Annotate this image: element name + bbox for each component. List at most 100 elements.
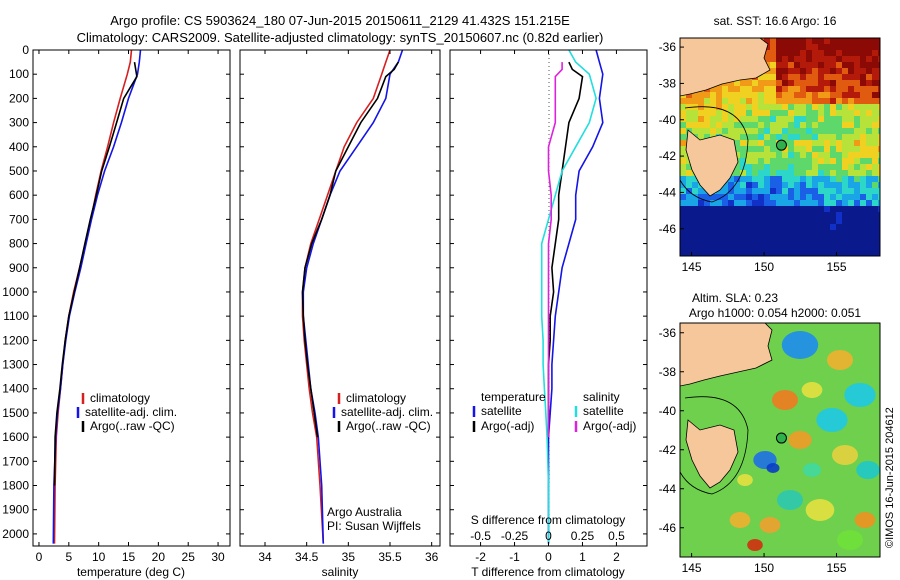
sst-cell xyxy=(836,194,842,200)
sst-cell xyxy=(734,128,740,134)
sst-cell xyxy=(716,98,722,104)
x-tick-label: 2 xyxy=(613,550,620,564)
sst-cell xyxy=(758,146,764,152)
sst-cell xyxy=(848,158,854,164)
sst-cell xyxy=(872,242,878,248)
sst-cell xyxy=(746,212,752,218)
sst-cell xyxy=(758,254,764,256)
sst-cell xyxy=(764,50,770,56)
sst-cell xyxy=(680,194,686,200)
sst-cell xyxy=(692,212,698,218)
sst-cell xyxy=(794,158,800,164)
sst-cell xyxy=(698,116,704,122)
sst-cell xyxy=(830,98,836,104)
sla-map-title-line1: Altim. SLA: 0.23 xyxy=(692,291,778,305)
sst-cell xyxy=(836,104,842,110)
sst-cell xyxy=(770,116,776,122)
sst-cell xyxy=(824,98,830,104)
sst-cell xyxy=(734,146,740,152)
sst-cell xyxy=(824,206,830,212)
sst-cell xyxy=(782,74,788,80)
sst-cell xyxy=(716,128,722,134)
sst-cell xyxy=(740,134,746,140)
map-x-tick-label: 155 xyxy=(827,561,847,575)
sst-cell xyxy=(764,152,770,158)
sst-cell xyxy=(794,164,800,170)
sst-cell xyxy=(806,170,812,176)
sst-cell xyxy=(800,236,806,242)
sst-cell xyxy=(824,224,830,230)
sst-cell xyxy=(842,116,848,122)
sst-cell xyxy=(800,182,806,188)
sst-cell xyxy=(776,230,782,236)
sst-cell xyxy=(806,68,812,74)
sst-cell xyxy=(878,98,880,104)
sst-cell xyxy=(788,140,794,146)
sst-cell xyxy=(866,98,872,104)
sst-cell xyxy=(782,182,788,188)
sst-cell xyxy=(704,212,710,218)
sst-cell xyxy=(692,188,698,194)
sst-cell xyxy=(836,38,842,44)
sst-cell xyxy=(728,194,734,200)
sst-cell xyxy=(872,152,878,158)
sst-cell xyxy=(734,206,740,212)
sst-cell xyxy=(722,188,728,194)
sst-cell xyxy=(680,212,686,218)
sst-cell xyxy=(770,152,776,158)
sst-cell xyxy=(692,206,698,212)
sst-cell xyxy=(764,206,770,212)
sst-cell xyxy=(854,218,860,224)
sst-cell xyxy=(716,86,722,92)
sst-cell xyxy=(842,176,848,182)
sst-cell xyxy=(746,182,752,188)
sst-cell xyxy=(842,98,848,104)
sst-cell xyxy=(860,164,866,170)
sst-cell xyxy=(824,56,830,62)
sst-cell xyxy=(752,224,758,230)
sst-cell xyxy=(818,200,824,206)
sst-cell xyxy=(770,110,776,116)
sst-cell xyxy=(824,212,830,218)
sst-cell xyxy=(860,74,866,80)
sst-cell xyxy=(752,128,758,134)
salinity-xlabel: salinity xyxy=(322,565,359,579)
sst-cell xyxy=(842,44,848,50)
legend-label-satellite: satellite-adj. clim. xyxy=(85,405,177,419)
sst-cell xyxy=(728,86,734,92)
sst-cell xyxy=(848,248,854,254)
sst-cell xyxy=(722,86,728,92)
sst-cell xyxy=(818,56,824,62)
sst-cell xyxy=(866,218,872,224)
sst-cell xyxy=(722,194,728,200)
sst-cell xyxy=(764,254,770,256)
sst-cell xyxy=(758,188,764,194)
sst-cell xyxy=(758,224,764,230)
sst-cell xyxy=(878,212,880,218)
sst-cell xyxy=(866,188,872,194)
map-y-tick-label: -40 xyxy=(659,404,677,418)
sst-cell xyxy=(794,56,800,62)
sst-cell xyxy=(764,122,770,128)
sst-cell xyxy=(830,62,836,68)
sst-cell xyxy=(812,104,818,110)
sst-cell xyxy=(734,200,740,206)
sst-cell xyxy=(878,74,880,80)
sst-cell xyxy=(866,200,872,206)
sst-cell xyxy=(788,218,794,224)
sst-cell xyxy=(806,92,812,98)
sst-cell xyxy=(836,44,842,50)
sst-cell xyxy=(824,116,830,122)
sst-cell xyxy=(872,218,878,224)
series-line-climatology xyxy=(301,49,391,544)
sst-cell xyxy=(746,158,752,164)
sst-cell xyxy=(782,56,788,62)
sst-cell xyxy=(776,80,782,86)
sst-cell xyxy=(824,230,830,236)
sst-cell xyxy=(830,92,836,98)
sst-cell xyxy=(836,56,842,62)
sla-anomaly xyxy=(837,530,863,550)
sst-cell xyxy=(758,74,764,80)
sst-cell xyxy=(752,170,758,176)
sst-cell xyxy=(860,98,866,104)
